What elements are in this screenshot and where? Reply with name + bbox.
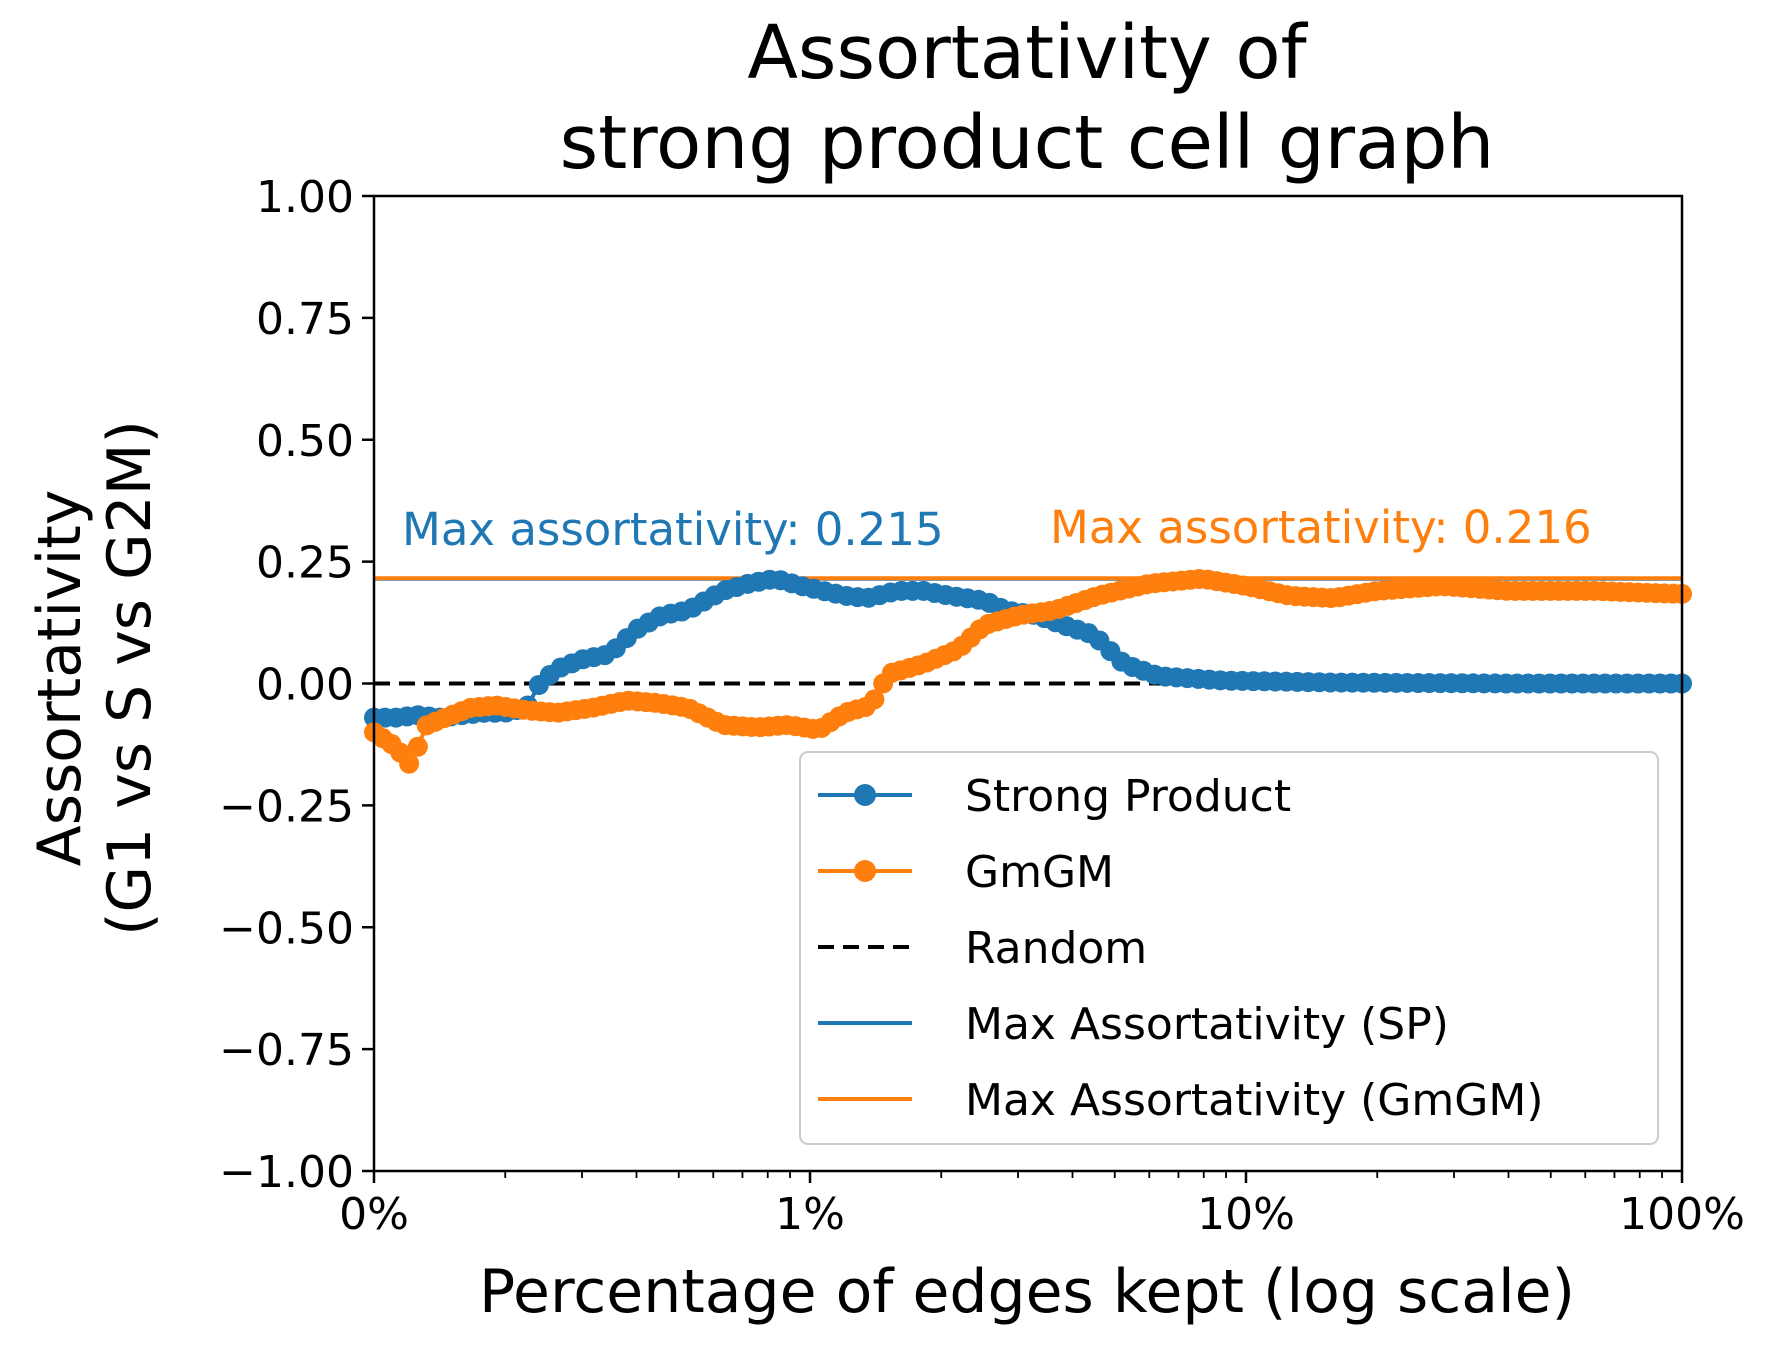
y-axis-label-line-1: Assortativity [25, 490, 95, 867]
chart-title-line-1: Assortativity of [747, 10, 1308, 96]
legend-box [799, 751, 1659, 1145]
legend-label: Max Assortativity (GmGM) [965, 1075, 1544, 1126]
legend-item: GmGM [818, 847, 1114, 898]
series-line [374, 577, 1682, 720]
x-tick-label: 0% [339, 1189, 409, 1240]
y-tick-label: 0.25 [256, 538, 354, 589]
legend-label: Strong Product [965, 771, 1291, 822]
y-tick-label: 0.75 [256, 294, 354, 345]
data-point [407, 736, 428, 757]
chart-title-line-2: strong product cell graph [560, 100, 1495, 186]
y-tick-label: −0.75 [219, 1025, 354, 1076]
x-tick-label: 100% [1619, 1189, 1745, 1240]
y-tick-label: 0.50 [256, 416, 354, 467]
annotation-max-sp: Max assortativity: 0.215 [402, 503, 944, 556]
y-tick-label: −0.25 [219, 781, 354, 832]
x-tick-label: 10% [1197, 1189, 1295, 1240]
y-tick-label: −1.00 [219, 1147, 354, 1198]
legend-label: Max Assortativity (SP) [965, 999, 1449, 1050]
y-axis-ticks: 1.00 0.75 0.50 0.25 0.00 −0.25 −0.50 −0.75 −1.00 [219, 172, 374, 1198]
series-layer [364, 568, 1692, 774]
legend-item: Max Assortativity (GmGM) [818, 1075, 1544, 1126]
legend-item: Random [818, 923, 1147, 974]
data-point [864, 689, 885, 710]
data-point [399, 753, 420, 774]
x-axis-label: Percentage of edges kept (log scale) [479, 1257, 1575, 1327]
legend: Strong Product GmGM Random Max Assortativit… [799, 751, 1659, 1145]
legend-marker [854, 784, 876, 806]
y-tick-label: 1.00 [256, 172, 354, 223]
x-axis-ticks: 0% 1% 10% 100% [339, 1171, 1745, 1240]
x-tick-label: 1% [775, 1189, 845, 1240]
y-axis-label-line-2: (G1 vs S vs G2M) [95, 420, 165, 936]
y-tick-label: 0.00 [256, 660, 354, 711]
legend-label: GmGM [965, 847, 1114, 898]
annotation-max-gmgm: Max assortativity: 0.216 [1050, 501, 1592, 554]
legend-label: Random [965, 923, 1147, 974]
y-tick-label: −0.50 [219, 903, 354, 954]
legend-marker [854, 860, 876, 882]
legend-item: Max Assortativity (SP) [818, 999, 1449, 1050]
legend-item: Strong Product [818, 771, 1291, 822]
